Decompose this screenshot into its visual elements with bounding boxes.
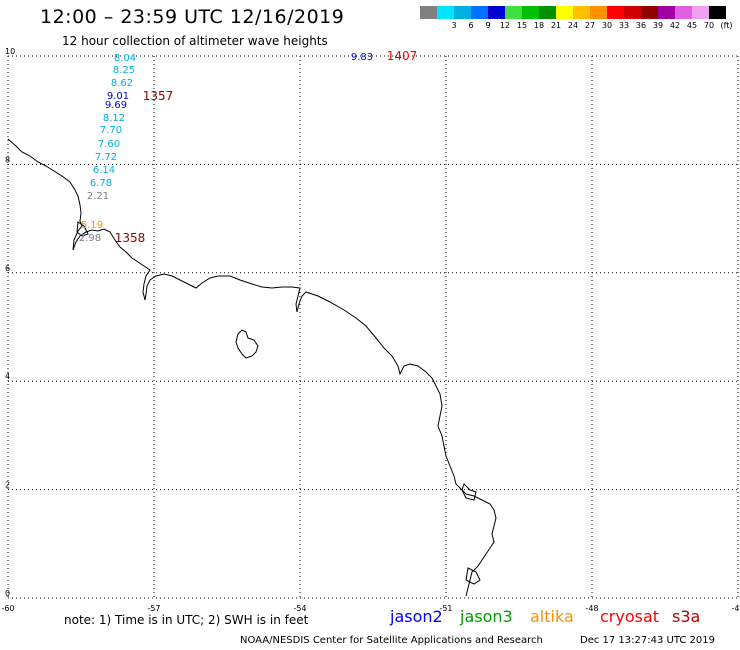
- wave-height-label: 8.12: [103, 113, 125, 124]
- wave-height-observations: 8.048.25 8.62 9.019.69 8.127.70 7.60 7.72 6.14…: [79, 52, 373, 244]
- island: [235, 329, 259, 359]
- scale-label: 30: [601, 21, 613, 30]
- latitude-tick-label: 2: [5, 481, 10, 490]
- latitude-tick-label: 0: [5, 589, 10, 598]
- longitude-tick-label: -45: [731, 604, 740, 613]
- scale-label: 21: [550, 21, 562, 30]
- scale-label: 39: [652, 21, 664, 30]
- scale-label: 33: [618, 21, 630, 30]
- wave-height-label: 7.72: [95, 152, 117, 163]
- wave-height-label: 6.14: [93, 165, 115, 176]
- scale-label: 27: [584, 21, 596, 30]
- map-subtitle: 12 hour collection of altimeter wave hei…: [62, 34, 328, 48]
- scale-label: 12: [499, 21, 511, 30]
- scale-swatch: [522, 6, 539, 19]
- map-title: 12:00 – 23:59 UTC 12/16/2019: [40, 6, 345, 28]
- latitude-tick-label: 10: [5, 47, 15, 56]
- satellite-legend-item: altika: [530, 607, 574, 626]
- latitude-tick-label: 4: [5, 372, 10, 381]
- scale-swatch: [420, 6, 437, 19]
- wave-height-label: 9.01: [107, 91, 129, 102]
- scale-label: 45: [686, 21, 698, 30]
- longitude-tick-label: -54: [293, 604, 306, 613]
- scale-unit: (ft): [720, 21, 733, 30]
- scale-swatch: [709, 6, 726, 19]
- wave-height-label: 7.60: [98, 139, 120, 150]
- scale-label: 18: [533, 21, 545, 30]
- pass-time-label: 1357: [143, 89, 174, 103]
- satellite-legend-item: s3a: [672, 607, 701, 626]
- longitude-tick-label: -60: [1, 604, 14, 613]
- scale-label: 6: [468, 21, 474, 30]
- scale-label: 42: [669, 21, 681, 30]
- scale-swatch: [471, 6, 488, 19]
- wave-height-label: 8.62: [111, 78, 133, 89]
- scale-swatch: [641, 6, 658, 19]
- scale-swatch: [437, 6, 454, 19]
- wave-height-label: 6.78: [90, 178, 112, 189]
- note-text: note: 1) Time is in UTC; 2) SWH is in fe…: [64, 613, 309, 627]
- scale-label: 9: [485, 21, 491, 30]
- scale-label: 36: [635, 21, 647, 30]
- coastline: [7, 138, 497, 597]
- axis-labels: -60 -57 -54 -51 -48 -45 0 2 4 6 8 10: [1, 47, 740, 613]
- scale-swatch: [658, 6, 675, 19]
- satellite-legend-item: jason2: [390, 607, 443, 626]
- scale-swatch: [692, 6, 709, 19]
- scale-swatch: [573, 6, 590, 19]
- scale-swatch: [607, 6, 624, 19]
- wave-height-label: 2.21: [87, 191, 109, 202]
- generated-timestamp: Dec 17 13:27:43 UTC 2019: [580, 635, 715, 646]
- scale-swatch: [488, 6, 505, 19]
- wave-height-label: 9.83: [351, 52, 373, 63]
- scale-swatch: [675, 6, 692, 19]
- scale-label: 15: [516, 21, 528, 30]
- wave-height-label: 5.19: [81, 220, 103, 231]
- scale-swatch: [590, 6, 607, 19]
- scale-swatch: [454, 6, 471, 19]
- scale-swatch: [624, 6, 641, 19]
- credit-text: NOAA/NESDIS Center for Satellite Applica…: [240, 635, 543, 646]
- scale-swatch: [556, 6, 573, 19]
- wave-height-label: 8.04: [114, 53, 136, 64]
- satellite-legend-item: jason3: [460, 607, 513, 626]
- map-grid: [7, 55, 739, 599]
- scale-swatch: [505, 6, 522, 19]
- wave-height-label: 9.69: [105, 100, 127, 111]
- scale-label: 70: [703, 21, 715, 30]
- scale-label: 3: [451, 21, 457, 30]
- longitude-tick-label: -57: [147, 604, 160, 613]
- scale-label: 24: [567, 21, 579, 30]
- river-mouth: [76, 221, 481, 585]
- longitude-tick-label: -48: [585, 604, 598, 613]
- satellite-legend-item: cryosat: [600, 607, 660, 626]
- scale-swatch: [539, 6, 556, 19]
- pass-time-label: 1358: [115, 231, 146, 245]
- wave-height-label: 2.98: [79, 233, 101, 244]
- wave-height-label: 7.70: [100, 125, 122, 136]
- pass-time-label: 1407: [387, 49, 418, 63]
- latitude-tick-label: 6: [5, 264, 10, 273]
- latitude-tick-label: 8: [5, 155, 10, 164]
- longitude-tick-label: -51: [439, 604, 452, 613]
- pass-times: 1357 1358 1407: [115, 49, 418, 245]
- wave-height-label: 8.25: [113, 65, 135, 76]
